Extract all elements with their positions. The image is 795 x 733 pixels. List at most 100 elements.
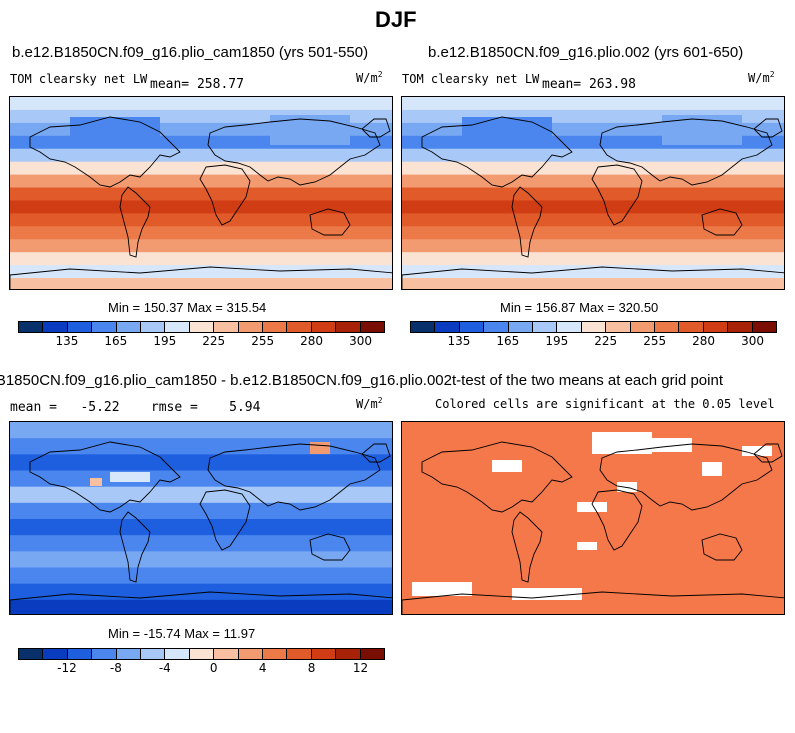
panel2-units: W/m2	[748, 70, 775, 85]
colorbar-swatch	[703, 322, 729, 332]
colorbar-swatch	[43, 322, 68, 332]
colorbar-tick-label: 12	[352, 661, 369, 675]
panel1-mean: mean= 258.77	[150, 77, 244, 92]
colorbar-tick-label: 280	[300, 334, 324, 348]
colorbar-swatch	[165, 322, 190, 332]
colorbar-swatch	[508, 322, 534, 332]
colorbar-swatch	[141, 322, 166, 332]
coastline	[10, 266, 392, 289]
colorbar-swatch	[43, 649, 68, 659]
panel4-map	[401, 421, 785, 615]
coastline	[511, 186, 543, 258]
colorbar-tick-label: -4	[158, 661, 171, 675]
panel1-variable: TOM clearsky net LW	[10, 72, 148, 86]
colorbar-swatch	[238, 649, 264, 659]
coastline	[10, 591, 392, 614]
coastline	[361, 443, 391, 463]
colorbar-swatch	[92, 322, 117, 332]
panel1-title: b.e12.B1850CN.f09_g16.plio_cam1850 (yrs …	[12, 44, 369, 61]
panel4-subtitle: Colored cells are significant at the 0.0…	[435, 397, 775, 411]
coastline	[402, 266, 784, 289]
figure-title: DJF	[375, 7, 417, 32]
panel3-minmax: Min = -15.74 Max = 11.97	[108, 626, 256, 641]
coastline	[29, 441, 181, 513]
colorbar-swatch	[19, 649, 44, 659]
coastline	[199, 164, 251, 226]
colorbar-swatch	[484, 322, 509, 332]
colorbar-swatch	[336, 649, 361, 659]
colorbar-swatch	[214, 649, 239, 659]
panel3-stats: mean = -5.22 rmse = 5.94	[10, 400, 261, 415]
diff-map-svg	[10, 422, 392, 614]
colorbar-swatch	[411, 322, 436, 332]
panel1-colorbar	[18, 321, 385, 333]
colorbar-swatch	[557, 322, 582, 332]
colorbar-swatch	[360, 322, 385, 332]
colorbar-swatch	[19, 322, 44, 332]
coastline	[119, 186, 151, 258]
colorbar-swatch	[67, 322, 93, 332]
colorbar-swatch	[435, 322, 460, 332]
colorbar-swatch	[311, 322, 337, 332]
colorbar-swatch	[459, 322, 485, 332]
colorbar-swatch	[752, 322, 777, 332]
panel3-colorbar	[18, 648, 385, 660]
colorbar-swatch	[189, 322, 215, 332]
colorbar-tick-label: 165	[104, 334, 128, 348]
colorbar-tick-label: 225	[594, 334, 618, 348]
panel1-minmax: Min = 150.37 Max = 315.54	[108, 300, 267, 315]
coastline	[701, 208, 743, 236]
abs-map-svg	[10, 97, 392, 289]
colorbar-tick-label: 0	[209, 661, 218, 675]
panel2-mean: mean= 263.98	[542, 77, 636, 92]
colorbar-tick-label: 165	[496, 334, 520, 348]
colorbar-tick-label: 280	[692, 334, 716, 348]
colorbar-swatch	[311, 649, 337, 659]
colorbar-tick-label: 300	[349, 334, 372, 348]
colorbar-tick-label: 4	[258, 661, 267, 675]
coastline	[421, 116, 573, 188]
panel1-units: W/m2	[356, 70, 383, 85]
colorbar-tick-label: 195	[153, 334, 177, 348]
panel4-title: t-test of the two means at each grid poi…	[452, 372, 723, 389]
coastline	[207, 118, 381, 186]
coastline	[309, 208, 351, 236]
coastline	[599, 118, 773, 186]
coastline	[511, 511, 543, 583]
colorbar-swatch	[606, 322, 631, 332]
colorbar-swatch	[630, 322, 656, 332]
coastline	[421, 441, 573, 513]
colorbar-tick-label: -12	[57, 661, 77, 675]
coastline	[29, 116, 181, 188]
colorbar-swatch	[728, 322, 753, 332]
colorbar-swatch	[116, 649, 142, 659]
colorbar-tick-label: -8	[109, 661, 122, 675]
colorbar-swatch	[679, 322, 704, 332]
panel3-map	[9, 421, 393, 615]
colorbar-swatch	[655, 322, 680, 332]
colorbar-swatch	[533, 322, 558, 332]
colorbar-swatch	[116, 322, 142, 332]
coastline	[591, 489, 643, 551]
panel3-title-clip: b.e12.B1850CN.f09_g16.plio_cam1850 - b.e…	[0, 372, 452, 392]
colorbar-swatch	[287, 322, 312, 332]
colorbar-tick-label: 8	[307, 661, 316, 675]
colorbar-swatch	[92, 649, 117, 659]
coastline	[753, 118, 783, 138]
coastline	[361, 118, 391, 138]
colorbar-tick-label: 135	[447, 334, 471, 348]
abs-map-svg	[402, 97, 784, 289]
coastline	[753, 443, 783, 463]
colorbar-tick-label: 225	[202, 334, 226, 348]
colorbar-swatch	[336, 322, 361, 332]
panel1-map	[9, 96, 393, 290]
coastline	[309, 533, 351, 561]
colorbar-swatch	[287, 649, 312, 659]
colorbar-swatch	[263, 649, 288, 659]
coastline	[119, 511, 151, 583]
colorbar-swatch	[141, 649, 166, 659]
panel2-minmax: Min = 156.87 Max = 320.50	[500, 300, 659, 315]
panel3-title: b.e12.B1850CN.f09_g16.plio_cam1850 - b.e…	[0, 372, 452, 389]
colorbar-swatch	[214, 322, 239, 332]
coastline	[199, 489, 251, 551]
